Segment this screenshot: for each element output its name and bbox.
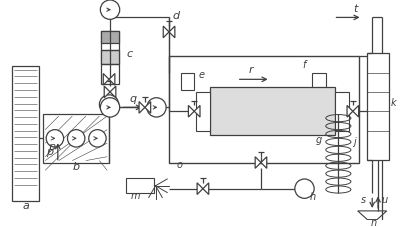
Polygon shape [139,101,145,113]
Bar [43,114,109,163]
Polygon shape [255,157,261,168]
Circle shape [68,130,85,147]
Bar [101,31,119,84]
Bar [101,31,119,43]
Text: q: q [130,94,137,104]
Text: m: m [130,191,140,201]
Polygon shape [104,86,110,98]
Polygon shape [145,101,151,113]
Text: a: a [22,201,29,211]
Bar [181,73,194,90]
Circle shape [89,130,106,147]
Text: b: b [73,162,80,172]
Text: r: r [249,64,254,74]
Text: f: f [302,60,306,70]
Text: n: n [370,218,376,227]
Text: p: p [46,147,54,157]
Polygon shape [109,74,115,85]
Circle shape [46,130,64,147]
Text: t: t [353,4,357,14]
Polygon shape [197,183,203,195]
Text: d: d [173,11,180,21]
Bar [367,53,389,160]
Polygon shape [194,106,200,117]
Text: o: o [177,160,183,170]
Polygon shape [163,26,169,38]
Circle shape [147,98,166,117]
Bar [12,66,40,201]
Text: s: s [361,195,366,205]
Polygon shape [347,106,353,117]
Text: k: k [390,99,396,109]
Text: c: c [126,49,133,59]
Circle shape [100,98,120,117]
Bar [101,50,119,64]
Text: u: u [382,195,388,205]
Bar [312,73,326,90]
Polygon shape [110,86,116,98]
Polygon shape [261,157,267,168]
Bar [126,178,154,193]
Polygon shape [169,26,175,38]
Polygon shape [353,106,359,117]
Polygon shape [103,74,109,85]
Text: h: h [309,192,316,202]
Polygon shape [358,211,387,220]
Text: e: e [198,70,204,80]
Circle shape [100,0,120,19]
Bar [336,92,349,131]
Bar [210,87,336,136]
Bar [196,92,210,131]
Polygon shape [188,106,194,117]
Bar [169,56,359,163]
Text: g: g [316,135,322,145]
Circle shape [295,179,314,198]
Polygon shape [203,183,209,195]
Text: j: j [353,137,356,147]
Text: p: p [48,142,55,152]
Circle shape [99,95,119,114]
